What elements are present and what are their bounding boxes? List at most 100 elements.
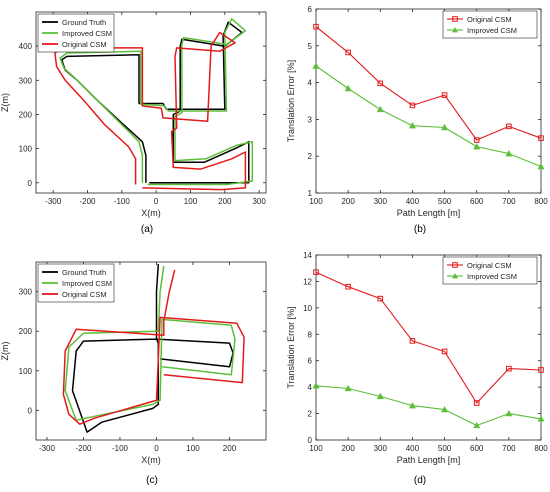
x-tick-label: 100 (309, 444, 323, 453)
y-tick-label: 2 (308, 152, 313, 161)
panel-c-trajectory-chart: -300 -200 -100 0 100 200 0 100 200 300 X(m) Z(m) (c)… (0, 261, 267, 486)
x-tick-label: 300 (374, 197, 388, 206)
x-tick-label: 500 (438, 444, 452, 453)
x-tick-label: -200 (79, 197, 96, 206)
data-point-square (313, 269, 319, 275)
x-tick-label: 800 (534, 197, 548, 206)
y-tick-label: 0 (28, 179, 33, 188)
y-tick-label: 8 (308, 330, 313, 339)
legend: Ground Truth Improved CSM Original CSM (37, 263, 115, 303)
data-point-triangle (312, 382, 320, 389)
legend-label: Original CSM (467, 261, 512, 270)
y-tick-label: 12 (303, 277, 312, 286)
series-line-original-csm (62, 269, 245, 425)
x-tick-label: 300 (374, 444, 388, 453)
y-tick-label: 100 (19, 367, 33, 376)
plot-frame (35, 11, 267, 194)
legend-label: Improved CSM (467, 26, 517, 35)
x-tick-label: 200 (218, 197, 232, 206)
legend: Original CSM Improved CSM (442, 10, 538, 39)
y-axis-label: Z(m) (0, 342, 10, 361)
x-tick-label: -300 (39, 444, 56, 453)
data-point-square (345, 283, 351, 290)
x-tick-label: 300 (252, 197, 266, 206)
panel-b-error-chart: 100 200 300 400 500 600 700 800 1 2 3 4 5 6 Path Lengt… (286, 5, 548, 235)
legend-box (442, 256, 538, 285)
data-point-triangle (537, 162, 545, 170)
legend: Original CSM Improved CSM (442, 256, 538, 285)
legend-label: Improved CSM (62, 279, 112, 288)
data-point-square (473, 137, 480, 143)
plot-frame (315, 254, 542, 441)
series-line-original-csm (54, 31, 247, 191)
y-tick-label: 4 (308, 79, 313, 88)
plot-frame (315, 8, 542, 194)
data-point-square (506, 123, 512, 130)
data-point-triangle (344, 384, 352, 392)
y-axis-label: Z(m) (0, 93, 10, 112)
y-tick-label: 200 (19, 327, 33, 336)
series-line-original-csm (315, 271, 542, 404)
data-point-square (441, 92, 448, 98)
data-point-triangle (473, 421, 481, 429)
data-point-square (345, 49, 351, 56)
data-point-triangle (505, 409, 513, 417)
x-tick-label: 500 (438, 197, 452, 206)
legend-label: Improved CSM (467, 272, 517, 281)
x-tick-label: 200 (341, 444, 355, 453)
x-tick-label: 700 (502, 197, 516, 206)
data-point-square (377, 80, 384, 87)
data-point-triangle (505, 150, 513, 157)
y-tick-label: 100 (19, 145, 33, 154)
panel-d-error-chart: 100 200 300 400 500 600 700 800 0 2 4 6 8 10 12 14 Path … (286, 251, 548, 486)
panel-a-trajectory-chart: -300 -200 -100 0 100 200 300 0 100 200 300 400 X(m) Z… (0, 11, 267, 235)
x-tick-label: -100 (114, 197, 131, 206)
legend: Ground Truth Improved CSM Original CSM (37, 13, 115, 53)
legend-label: Ground Truth (62, 268, 106, 277)
y-tick-label: 5 (308, 42, 313, 51)
series-line-improved-csm (64, 265, 236, 421)
x-tick-label: -200 (75, 444, 92, 453)
data-point-square (441, 348, 448, 355)
data-point-triangle (344, 84, 352, 92)
data-point-square (538, 367, 544, 373)
x-tick-label: 800 (534, 444, 548, 453)
x-tick-label: 400 (406, 197, 420, 206)
x-tick-label: 0 (154, 444, 159, 453)
x-tick-label: 200 (341, 197, 355, 206)
y-tick-label: 2 (308, 410, 313, 419)
data-point-square (538, 135, 544, 141)
x-axis-label: X(m) (141, 208, 161, 218)
y-tick-label: 200 (19, 110, 33, 119)
x-axis-label: X(m) (141, 455, 161, 465)
x-axis-label: Path Length [m] (397, 208, 461, 218)
x-axis-label: Path Length [m] (397, 455, 461, 465)
series-line-original-csm (315, 26, 542, 141)
y-tick-label: 0 (28, 406, 33, 415)
x-tick-label: 700 (502, 444, 516, 453)
series-line-improved-csm (315, 385, 542, 427)
panel-caption: (c) (146, 475, 158, 486)
y-tick-label: 6 (308, 357, 313, 366)
data-point-square (409, 102, 416, 109)
data-point-triangle (376, 392, 384, 400)
x-tick-label: -100 (112, 444, 129, 453)
x-tick-label: 100 (309, 197, 323, 206)
data-point-square (409, 338, 416, 344)
data-point-triangle (537, 415, 545, 422)
data-point-square (377, 295, 384, 302)
y-axis-label: Translation Error [%] (286, 60, 296, 142)
data-point-triangle (473, 143, 481, 150)
y-axis-label: Translation Error [%] (286, 306, 296, 388)
data-point-triangle (441, 123, 449, 131)
data-point-triangle (408, 402, 416, 409)
y-tick-label: 400 (19, 42, 33, 51)
legend-marker-triangle (452, 273, 458, 279)
y-tick-label: 3 (308, 115, 313, 124)
x-tick-label: 100 (186, 444, 200, 453)
x-tick-label: 200 (223, 444, 237, 453)
y-tick-label: 0 (308, 436, 313, 445)
data-point-triangle (376, 105, 384, 113)
legend-marker-triangle (452, 27, 458, 33)
